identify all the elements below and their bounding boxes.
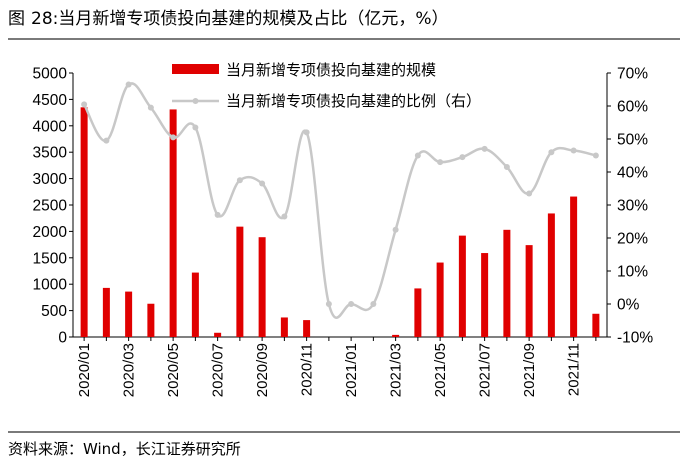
right-axis-tick-label: -10% bbox=[617, 330, 653, 347]
ratio-point bbox=[147, 104, 154, 111]
ratio-point bbox=[370, 301, 377, 307]
bar bbox=[570, 196, 578, 337]
ratio-point bbox=[481, 145, 488, 152]
figure-title: 图 28:当月新增专项债投向基建的规模及占比（亿元，%） bbox=[8, 6, 449, 32]
bar bbox=[280, 317, 288, 337]
x-axis-tick-label: 2020/03 bbox=[121, 343, 138, 397]
x-axis-tick-label: 2020/07 bbox=[210, 343, 227, 397]
bar-series bbox=[80, 107, 600, 337]
left-axis-tick-label: 500 bbox=[41, 303, 67, 320]
right-axis-tick-label: 0% bbox=[617, 297, 640, 314]
right-axis-tick-label: 60% bbox=[617, 99, 648, 116]
ratio-point bbox=[348, 301, 355, 307]
ratio-point bbox=[526, 190, 533, 197]
bar bbox=[481, 253, 489, 337]
x-axis-tick-label: 2021/01 bbox=[343, 343, 360, 397]
left-axis-tick-label: 4000 bbox=[33, 118, 68, 135]
x-axis-tick-label: 2020/09 bbox=[254, 343, 271, 397]
left-axis-tick-label: 2000 bbox=[33, 224, 68, 241]
ratio-point bbox=[192, 124, 199, 131]
bar bbox=[592, 313, 600, 337]
right-axis-tick-label: 10% bbox=[617, 264, 648, 281]
right-axis: -10% 0% 10% 20% 30% 40% 50% 60% 70% bbox=[606, 66, 653, 347]
bar bbox=[80, 107, 88, 337]
ratio-point bbox=[81, 101, 88, 108]
legend-bar-swatch bbox=[172, 64, 219, 74]
x-axis-tick-label: 2020/01 bbox=[76, 343, 93, 397]
left-axis-tick-label: 2500 bbox=[33, 198, 68, 215]
left-axis-tick-label: 1000 bbox=[33, 277, 68, 294]
ratio-point bbox=[548, 149, 555, 156]
x-axis-tick-label: 2021/03 bbox=[388, 343, 405, 397]
left-axis-tick-label: 3500 bbox=[33, 145, 68, 162]
ratio-point bbox=[325, 301, 332, 307]
bar bbox=[102, 287, 110, 337]
bar bbox=[125, 291, 133, 337]
ratio-line bbox=[83, 82, 597, 319]
ratio-point bbox=[125, 81, 132, 88]
left-axis-tick-label: 4500 bbox=[33, 92, 68, 109]
bar bbox=[525, 245, 533, 337]
bar bbox=[547, 213, 555, 337]
bar bbox=[236, 226, 244, 337]
ratio-point bbox=[170, 134, 177, 141]
source-rule bbox=[8, 431, 680, 433]
ratio-point bbox=[437, 159, 444, 166]
bar bbox=[392, 334, 400, 337]
right-axis-tick-label: 50% bbox=[617, 132, 648, 149]
ratio-point bbox=[592, 152, 599, 159]
bar bbox=[169, 109, 177, 337]
x-axis-tick-label: 2020/11 bbox=[299, 343, 316, 396]
left-axis-tick-label: 1500 bbox=[33, 250, 68, 267]
legend-line-marker bbox=[192, 98, 199, 104]
source-note: 资料来源：Wind，长江证券研究所 bbox=[8, 440, 241, 458]
legend: 当月新增专项债投向基建的规模 当月新增专项债投向基建的比例（右） bbox=[172, 61, 481, 110]
x-axis-tick-label: 2021/07 bbox=[477, 343, 494, 397]
bar bbox=[191, 272, 199, 337]
ratio-point bbox=[392, 226, 399, 233]
bar bbox=[258, 237, 266, 337]
left-axis-tick-label: 3000 bbox=[33, 171, 68, 188]
left-axis: 0 500 1000 1500 2000 2500 3000 3500 4000 4500 5000 bbox=[33, 66, 74, 347]
right-axis-tick-label: 30% bbox=[617, 198, 648, 215]
legend-line-label: 当月新增专项债投向基建的比例（右） bbox=[226, 92, 481, 110]
right-axis-tick-label: 20% bbox=[617, 231, 648, 248]
figure-number: 28: bbox=[31, 9, 59, 29]
x-axis-tick-label: 2020/05 bbox=[165, 343, 182, 397]
x-axis-tick-label: 2021/09 bbox=[521, 343, 538, 397]
ratio-point bbox=[570, 147, 577, 154]
ratio-point bbox=[503, 164, 510, 171]
figure-label: 图 bbox=[8, 9, 25, 29]
bar bbox=[147, 303, 155, 337]
legend-bar-label: 当月新增专项债投向基建的规模 bbox=[226, 61, 436, 79]
line-series bbox=[81, 81, 599, 319]
ratio-point bbox=[303, 129, 310, 136]
ratio-point bbox=[103, 137, 110, 144]
x-axis: 2020/01 2020/03 2020/05 2020/07 2020/09 2020/… bbox=[73, 336, 607, 397]
ratio-point bbox=[259, 180, 266, 187]
ratio-point bbox=[459, 154, 466, 161]
right-axis-tick-label: 40% bbox=[617, 165, 648, 182]
right-axis-tick-label: 70% bbox=[617, 66, 648, 83]
ratio-point bbox=[214, 211, 221, 218]
ratio-point bbox=[414, 152, 421, 159]
left-axis-tick-label: 0 bbox=[58, 330, 67, 347]
x-axis-tick-label: 2021/05 bbox=[432, 343, 449, 397]
title-rule bbox=[8, 38, 680, 40]
left-axis-tick-label: 5000 bbox=[33, 66, 68, 83]
ratio-point bbox=[236, 177, 243, 184]
ratio-point bbox=[281, 213, 288, 220]
x-axis-tick-label: 2021/11 bbox=[566, 343, 583, 396]
figure-title-text: 当月新增专项债投向基建的规模及占比（亿元，%） bbox=[58, 9, 449, 29]
bar bbox=[436, 262, 444, 337]
bar bbox=[458, 235, 466, 337]
bar bbox=[414, 288, 422, 337]
bar bbox=[214, 332, 222, 337]
bar bbox=[503, 229, 511, 337]
bar bbox=[303, 320, 311, 337]
